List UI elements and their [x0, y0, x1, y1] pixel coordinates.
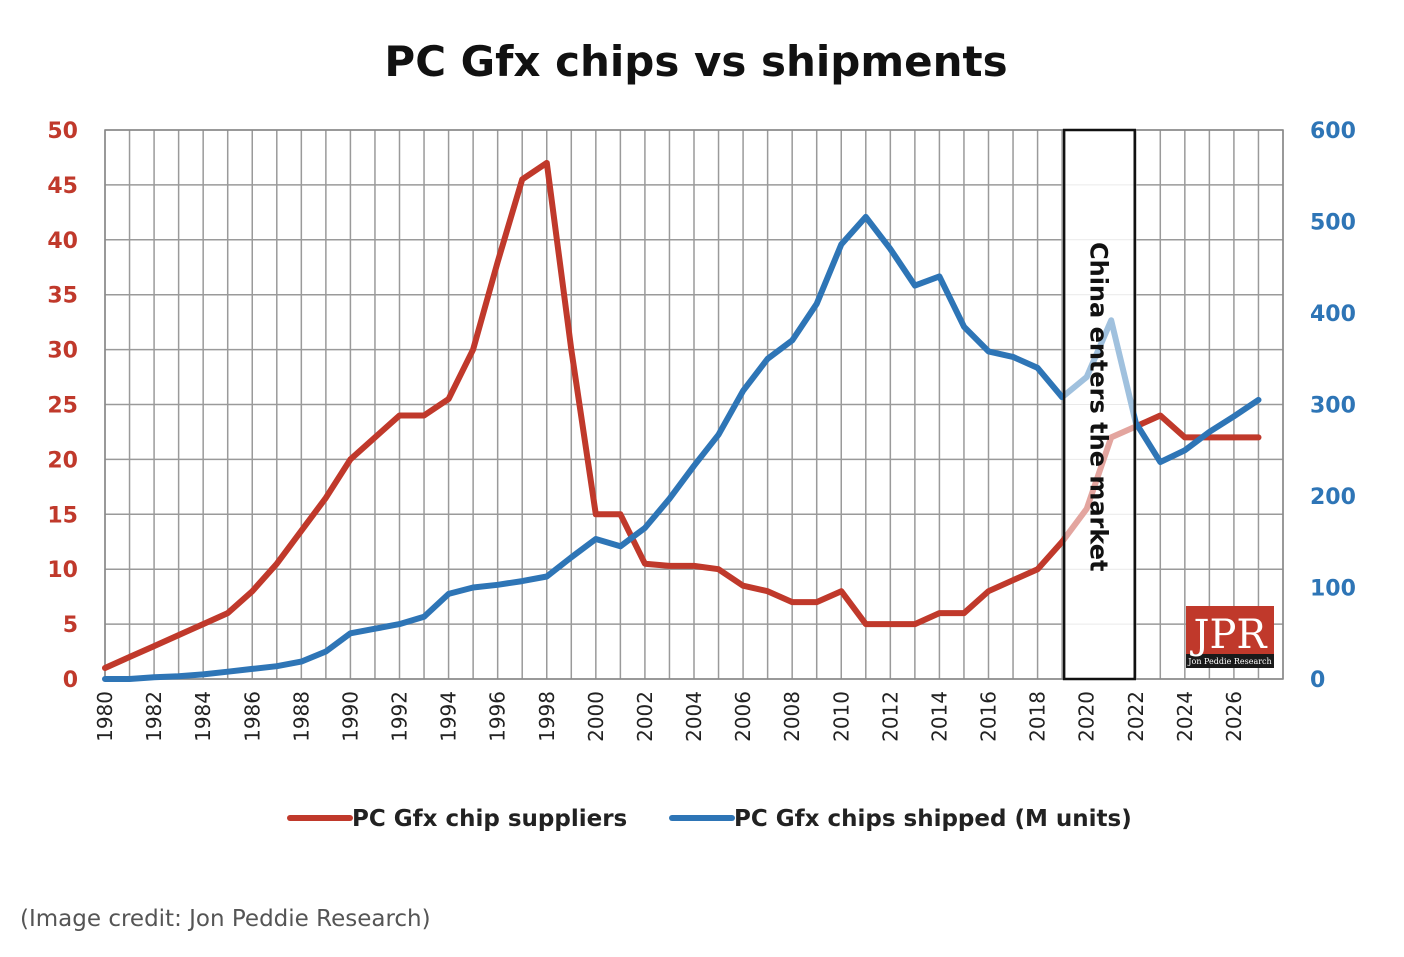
x-tick-label: 2024: [1173, 691, 1197, 742]
x-tick-label: 1994: [437, 691, 461, 742]
right-tick-label: 100: [1310, 577, 1356, 602]
annotation-border: [1062, 128, 1136, 681]
right-tick-label: 500: [1310, 211, 1356, 236]
x-tick-label: 2004: [682, 691, 706, 742]
x-tick-label: 1992: [388, 691, 412, 742]
right-tick-label: 600: [1310, 119, 1356, 144]
annotation-text: China enters the market: [1084, 242, 1112, 571]
logo-text: JPR: [1189, 612, 1268, 658]
left-axis-ticks: 0 5 10 15 20 25 30 35 40 45 50: [47, 119, 78, 693]
x-tick-label: 2014: [927, 691, 951, 742]
left-tick-label: 15: [47, 503, 78, 528]
grid: [104, 129, 1284, 680]
x-tick-label: 2006: [731, 691, 755, 742]
x-tick-label: 1986: [240, 691, 264, 742]
legend-label-1: PC Gfx chip suppliers: [352, 806, 627, 832]
plot-frame: [104, 129, 1284, 680]
image-credit: (Image credit: Jon Peddie Research): [20, 906, 431, 932]
x-tick-label: 1998: [535, 691, 559, 742]
x-tick-label: 2002: [633, 691, 657, 742]
logo-subtext: Jon Peddie Research: [1187, 657, 1271, 666]
x-tick-label: 2022: [1124, 691, 1148, 742]
annotation-overlay: China enters the market: [1062, 128, 1136, 681]
left-tick-label: 40: [47, 229, 78, 254]
x-tick-label: 1996: [486, 691, 510, 742]
legend-label-2: PC Gfx chips shipped (M units): [734, 806, 1132, 832]
left-tick-label: 0: [63, 668, 78, 693]
x-tick-label: 2010: [829, 691, 853, 742]
right-tick-label: 200: [1310, 485, 1356, 510]
left-tick-label: 25: [47, 394, 78, 419]
right-tick-label: 400: [1310, 302, 1356, 327]
left-tick-label: 10: [47, 558, 78, 583]
right-tick-label: 300: [1310, 394, 1356, 419]
left-tick-label: 5: [63, 613, 78, 638]
x-tick-label: 1988: [289, 691, 313, 742]
x-tick-label: 1984: [191, 691, 215, 742]
legend: PC Gfx chip suppliers PC Gfx chips shippe…: [287, 806, 1132, 832]
x-tick-label: 2000: [584, 691, 608, 742]
x-tick-label: 1990: [338, 691, 362, 742]
x-tick-label: 1982: [142, 691, 166, 742]
left-tick-label: 50: [47, 119, 78, 144]
jpr-logo: JPR Jon Peddie Research: [1186, 606, 1274, 668]
right-tick-label: 0: [1310, 668, 1325, 693]
left-tick-label: 20: [47, 448, 78, 473]
left-tick-label: 30: [47, 339, 78, 364]
x-tick-label: 2020: [1075, 691, 1099, 742]
x-tick-label: 2026: [1222, 691, 1246, 742]
x-tick-label: 2012: [878, 691, 902, 742]
x-tick-label: 2018: [1026, 691, 1050, 742]
logo-strip: [1186, 654, 1274, 668]
x-tick-label: 2016: [977, 691, 1001, 742]
left-tick-label: 35: [47, 284, 78, 309]
x-axis-ticks: 1980 1982 1984 1986 1988 1990 1992 1994 1996 1998…: [93, 691, 1246, 742]
right-axis-ticks: 0 100 200 300 400 500 600: [1310, 119, 1356, 693]
annotation-fade: [1064, 130, 1135, 679]
chart-title: PC Gfx chips vs shipments: [384, 37, 1007, 86]
x-tick-label: 2008: [780, 691, 804, 742]
left-tick-label: 45: [47, 174, 78, 199]
x-tick-label: 1980: [93, 691, 117, 742]
